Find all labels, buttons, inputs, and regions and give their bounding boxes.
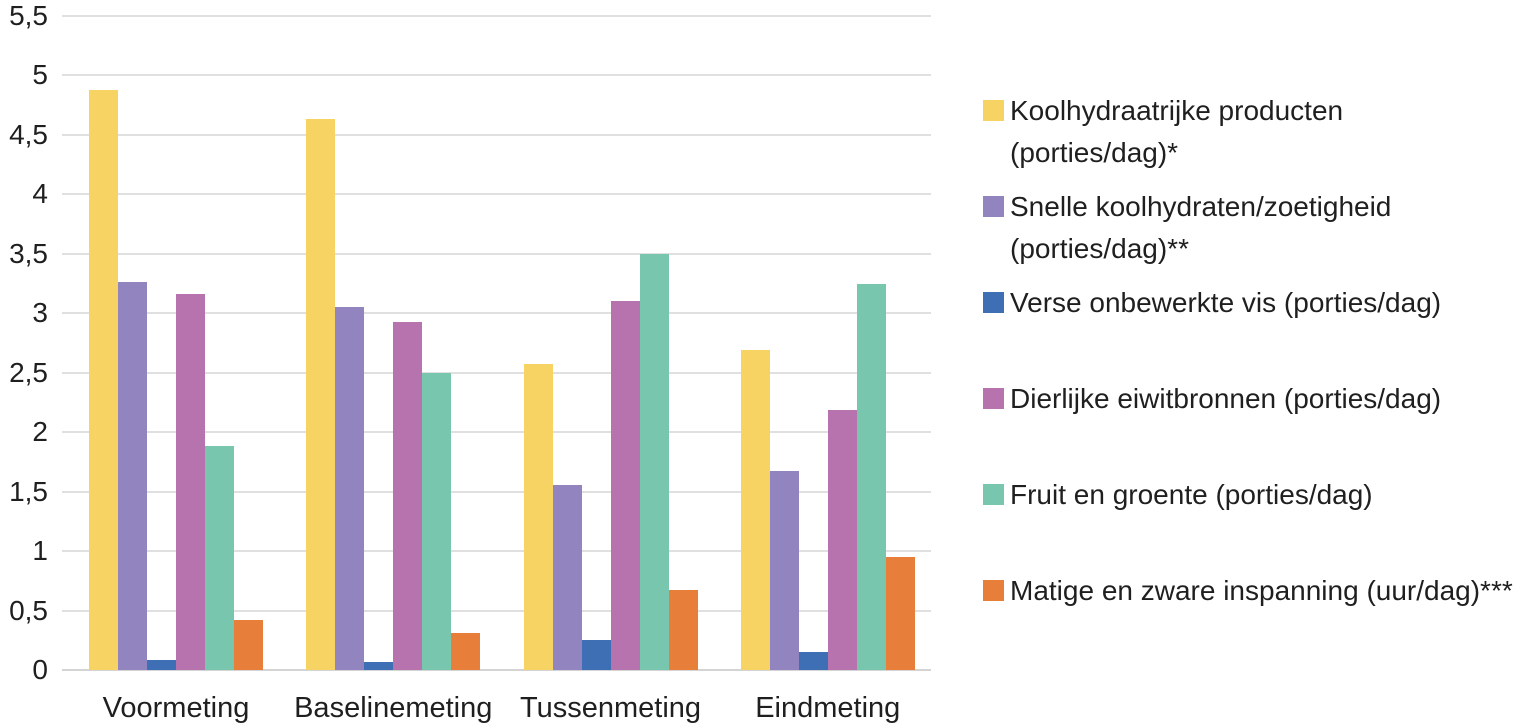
y-axis-tick-label: 0: [32, 654, 48, 685]
bar-voormeting-s1: [89, 89, 118, 670]
legend-item: Verse onbewerkte vis (porties/dag): [983, 282, 1441, 324]
y-axis-tick-label: 2: [32, 416, 48, 448]
bar-eindmeting-s5: [856, 283, 886, 670]
x-axis-line: [62, 669, 931, 671]
bar-tussenmeting-s2: [552, 484, 582, 670]
bar-voormeting-s3: [147, 660, 176, 670]
y-axis-tick-label: 0,5: [9, 594, 48, 626]
bar-tussenmeting-s5: [639, 253, 669, 670]
legend-item-label: Fruit en groente (porties/dag): [1010, 479, 1373, 510]
y-axis-tick-label: 4,5: [9, 118, 48, 150]
gridline: [62, 371, 931, 374]
bar-baselinemeting-s1: [306, 119, 336, 670]
legend-item: Matige en zware inspanning (uur/dag)***: [983, 570, 1513, 612]
legend-item-label: Snelle koolhydraten/zoetigheid (porties/d…: [1010, 191, 1392, 264]
x-axis-category-label: Baselinemeting: [294, 692, 493, 724]
legend-item: Fruit en groente (porties/dag): [983, 474, 1373, 516]
y-axis-tick-label: 1: [32, 535, 48, 567]
x-axis-category-label: Eindmeting: [755, 692, 901, 724]
gridline: [62, 193, 931, 196]
legend-color-swatch: [983, 292, 1004, 313]
y-axis-tick-label: 5: [32, 59, 48, 91]
bar-voormeting-s2: [118, 282, 147, 670]
bar-eindmeting-s3: [798, 652, 828, 670]
bar-baselinemeting-s5: [422, 372, 452, 670]
bar-voormeting-s6: [234, 620, 263, 670]
y-axis-tick-label: 5,5: [9, 0, 48, 31]
legend-item: Koolhydraatrijke producten (porties/dag)*: [983, 90, 1343, 174]
bar-tussenmeting-s6: [668, 590, 698, 670]
gridline: [62, 252, 931, 255]
gridline: [62, 609, 931, 612]
bar-eindmeting-s1: [740, 350, 770, 670]
bar-tussenmeting-s1: [523, 364, 553, 670]
bar-baselinemeting-s4: [393, 321, 423, 670]
legend-item: Dierlijke eiwitbronnen (porties/dag): [983, 378, 1441, 420]
bar-baselinemeting-s3: [364, 661, 394, 670]
legend-item: Snelle koolhydraten/zoetigheid (porties/d…: [983, 186, 1391, 270]
bar-eindmeting-s4: [827, 409, 857, 670]
y-axis-tick-label: 3,5: [9, 237, 48, 269]
legend-item-label: Koolhydraatrijke producten (porties/dag)*: [1010, 95, 1344, 168]
legend-item-label: Matige en zware inspanning (uur/dag)***: [1010, 575, 1513, 606]
legend-color-swatch: [983, 100, 1004, 121]
bar-eindmeting-s6: [885, 557, 915, 670]
gridline: [62, 312, 931, 315]
bar-baselinemeting-s2: [335, 307, 365, 670]
gridline: [62, 431, 931, 434]
y-axis-tick-label: 3: [32, 297, 48, 329]
bar-baselinemeting-s6: [451, 633, 481, 670]
bar-voormeting-s5: [205, 446, 234, 670]
y-axis-tick-label: 1,5: [9, 475, 48, 507]
gridline: [62, 133, 931, 136]
legend-color-swatch: [983, 484, 1004, 505]
bar-tussenmeting-s3: [581, 640, 611, 670]
y-axis-tick-label: 2,5: [9, 356, 48, 388]
gridline: [62, 550, 931, 553]
legend-item-label: Verse onbewerkte vis (porties/dag): [1010, 287, 1442, 318]
legend-item-label: Dierlijke eiwitbronnen (porties/dag): [1010, 383, 1442, 414]
gridline: [62, 490, 931, 493]
legend-color-swatch: [983, 580, 1004, 601]
legend-color-swatch: [983, 196, 1004, 217]
gridline: [62, 74, 931, 77]
bar-voormeting-s4: [176, 294, 205, 670]
gridline: [62, 15, 931, 17]
bar-eindmeting-s2: [769, 471, 799, 670]
legend-color-swatch: [983, 388, 1004, 409]
x-axis-category-label: Voormeting: [102, 692, 250, 724]
x-axis-category-label: Tussenmeting: [519, 692, 702, 724]
y-axis-tick-label: 4: [32, 178, 48, 210]
bar-tussenmeting-s4: [610, 301, 640, 670]
